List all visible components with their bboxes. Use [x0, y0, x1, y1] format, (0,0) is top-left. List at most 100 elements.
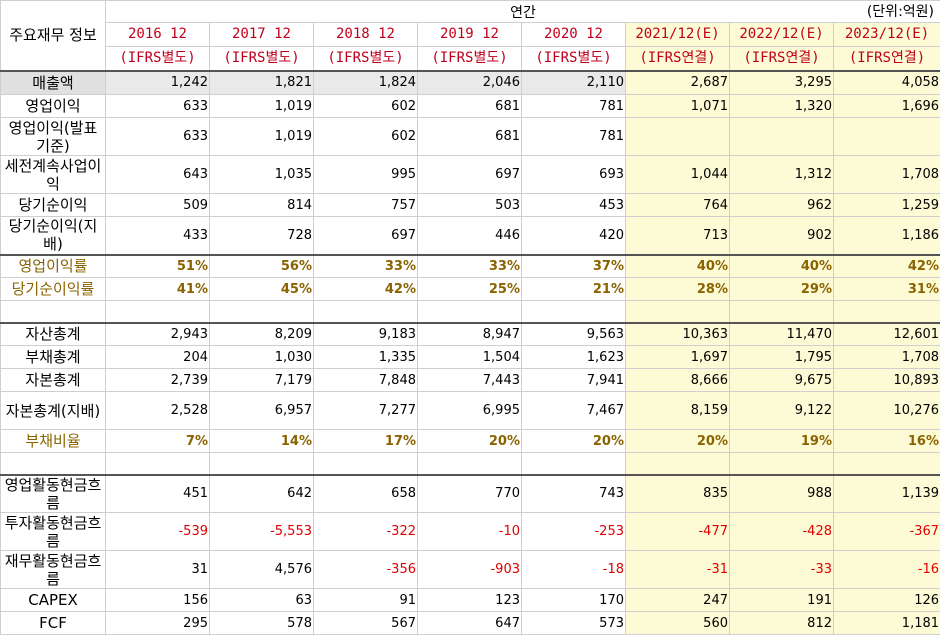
value-cell: 91 — [313, 588, 418, 612]
value-cell: 126 — [832, 588, 940, 612]
value-cell: 1,320 — [729, 94, 834, 118]
value-cell: -539 — [105, 512, 210, 551]
spacer-cell — [729, 452, 834, 475]
value-cell: 573 — [521, 611, 626, 635]
basis-header: (IFRS연결) — [832, 46, 940, 71]
value-cell: 781 — [521, 117, 626, 156]
value-cell: 6,995 — [417, 391, 522, 430]
value-cell: 8,159 — [625, 391, 730, 430]
spacer-cell — [832, 452, 940, 475]
spacer-cell — [832, 300, 940, 323]
value-cell: 503 — [417, 193, 522, 217]
value-cell: 420 — [521, 216, 626, 255]
value-cell: -16 — [832, 550, 940, 589]
value-cell: 433 — [105, 216, 210, 255]
row-label: 재무활동현금흐름 — [0, 550, 106, 589]
spacer-cell — [0, 452, 106, 475]
value-cell: 7,179 — [209, 368, 314, 392]
value-cell: 9,183 — [313, 321, 418, 346]
value-cell: 156 — [105, 588, 210, 612]
value-cell: 643 — [105, 155, 210, 194]
spacer-cell — [105, 300, 210, 323]
value-cell: 451 — [105, 473, 210, 513]
value-cell: 8,209 — [209, 321, 314, 346]
basis-header: (IFRS연결) — [729, 46, 834, 71]
spacer-cell — [521, 300, 626, 323]
value-cell: -428 — [729, 512, 834, 551]
year-header: 2020 12 — [521, 22, 626, 47]
year-header: 2022/12(E) — [729, 22, 834, 47]
value-cell: 1,019 — [209, 117, 314, 156]
value-cell: 642 — [209, 473, 314, 513]
row-label: 영업이익(발표기준) — [0, 117, 106, 156]
value-cell: 7,848 — [313, 368, 418, 392]
value-cell: 560 — [625, 611, 730, 635]
row-debt-ratio: 부채비율 7% 14% 17% 20% 20% 20% 19% 16% — [0, 429, 940, 453]
value-cell: 42% — [313, 277, 418, 301]
value-cell: 1,795 — [729, 345, 834, 369]
value-cell — [832, 117, 940, 156]
value-cell: -31 — [625, 550, 730, 589]
row-label: FCF — [0, 611, 106, 635]
row-label: 당기순이익 — [0, 193, 106, 217]
row-label: 부채총계 — [0, 345, 106, 369]
value-cell: 10,363 — [625, 321, 730, 346]
row-pretax-income: 세전계속사업이익 643 1,035 995 697 693 1,044 1,312 1,708 — [0, 155, 940, 194]
value-cell: 204 — [105, 345, 210, 369]
row-op-margin: 영업이익률 51% 56% 33% 33% 37% 40% 40% 42% — [0, 253, 940, 278]
header-group-row: 주요재무 정보 연간 (단위:억원) — [0, 0, 940, 71]
row-total-assets: 자산총계 2,943 8,209 9,183 8,947 9,563 10,363 11,47… — [0, 321, 940, 346]
row-cff: 재무활동현금흐름 31 4,576 -356 -903 -18 -31 -33 -16 — [0, 550, 940, 589]
value-cell: 995 — [313, 155, 418, 194]
value-cell: 10,893 — [832, 368, 940, 392]
value-cell: 1,186 — [832, 216, 940, 255]
group-header: 연간 (단위:억원) — [104, 0, 940, 23]
row-label: 투자활동현금흐름 — [0, 512, 106, 551]
year-header: 2019 12 — [417, 22, 522, 47]
value-cell: 41% — [105, 277, 210, 301]
value-cell: -477 — [625, 512, 730, 551]
value-cell: 1,139 — [832, 473, 940, 513]
value-cell: 9,675 — [729, 368, 834, 392]
value-cell: 9,563 — [521, 321, 626, 346]
row-total-liabilities: 부채총계 204 1,030 1,335 1,504 1,623 1,697 1,795 1,7… — [0, 345, 940, 369]
value-cell: 567 — [313, 611, 418, 635]
basis-header: (IFRS별도) — [313, 46, 418, 71]
row-label: 부채비율 — [0, 429, 106, 453]
value-cell: 7,941 — [521, 368, 626, 392]
row-capex: CAPEX 156 63 91 123 170 247 191 126 — [0, 588, 940, 612]
value-cell: 2,687 — [625, 69, 730, 95]
value-cell: 7,277 — [313, 391, 418, 430]
value-cell: 2,046 — [417, 69, 522, 95]
basis-header: (IFRS별도) — [209, 46, 314, 71]
row-label: 매출액 — [0, 69, 106, 95]
value-cell: 764 — [625, 193, 730, 217]
value-cell: 7,467 — [521, 391, 626, 430]
row-cfo: 영업활동현금흐름 451 642 658 770 743 835 988 1,139 — [0, 473, 940, 513]
value-cell: 14% — [209, 429, 314, 453]
row-net-margin: 당기순이익률 41% 45% 42% 25% 21% 28% 29% 31% — [0, 277, 940, 301]
row-label: 자산총계 — [0, 321, 106, 346]
value-cell: 1,030 — [209, 345, 314, 369]
value-cell: 1,504 — [417, 345, 522, 369]
value-cell: 4,058 — [832, 69, 940, 95]
spacer-cell — [0, 300, 106, 323]
corner-header: 주요재무 정보 — [0, 0, 106, 71]
value-cell: 446 — [417, 216, 522, 255]
value-cell: 770 — [417, 473, 522, 513]
unit-label: (단위:억원) — [866, 4, 935, 20]
row-revenue: 매출액 1,242 1,821 1,824 2,046 2,110 2,687 3,295 4,… — [0, 69, 940, 95]
value-cell: -322 — [313, 512, 418, 551]
value-cell: 1,312 — [729, 155, 834, 194]
row-label: 영업이익률 — [0, 253, 106, 278]
value-cell: 37% — [521, 253, 626, 278]
spacer-cell — [313, 452, 418, 475]
value-cell: 2,110 — [521, 69, 626, 95]
value-cell: 1,623 — [521, 345, 626, 369]
value-cell: 40% — [729, 253, 834, 278]
spacer-cell — [313, 300, 418, 323]
value-cell: -33 — [729, 550, 834, 589]
value-cell: -356 — [313, 550, 418, 589]
basis-header: (IFRS별도) — [417, 46, 522, 71]
